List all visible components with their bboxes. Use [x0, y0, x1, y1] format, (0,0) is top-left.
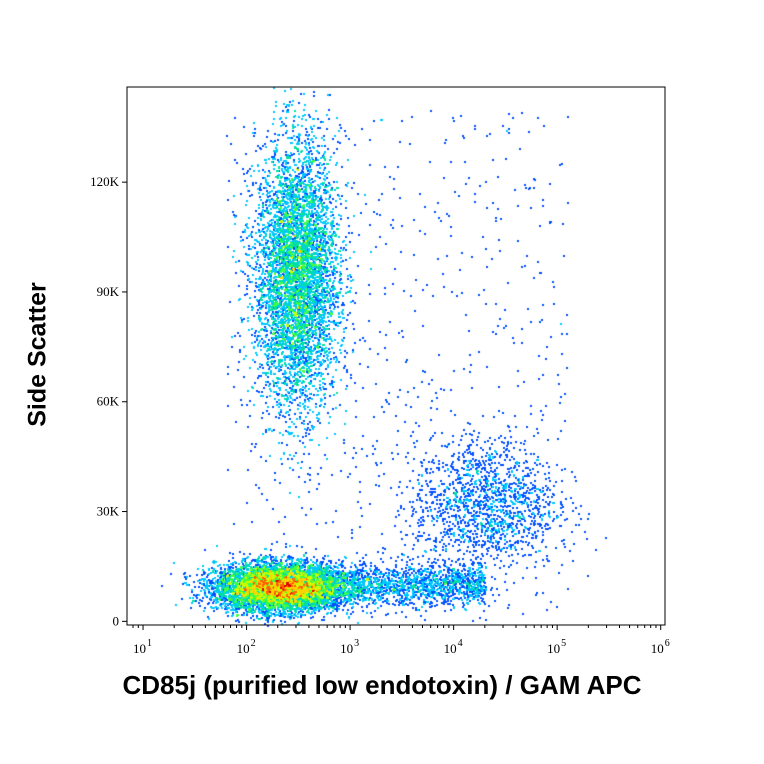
x-tick-exponent: 5: [561, 638, 566, 649]
x-tick-exponent: 1: [147, 638, 152, 649]
x-tick-exponent: 3: [354, 638, 359, 649]
y-tick-label: 90K: [97, 284, 120, 299]
x-axis-ticks: 10 1 10 2 10 3 10 4 10 5 10 6: [132, 625, 670, 656]
y-tick-label: 30K: [97, 504, 120, 519]
x-tick-label: 10: [133, 641, 146, 656]
y-axis-ticks: 0 30K 60K 90K 120K: [90, 174, 127, 628]
x-tick-exponent: 4: [458, 638, 463, 649]
y-tick-label: 120K: [90, 174, 120, 189]
y-axis-label: Side Scatter: [23, 282, 52, 427]
y-tick-label: 0: [113, 613, 120, 628]
x-tick-label: 10: [237, 641, 250, 656]
x-tick-label: 10: [444, 641, 457, 656]
plot-frame: [126, 86, 666, 626]
y-tick-label: 60K: [97, 394, 120, 409]
x-tick-label: 10: [340, 641, 353, 656]
x-axis-label: CD85j (purified low endotoxin) / GAM APC: [122, 670, 642, 700]
x-tick-label: 10: [547, 641, 560, 656]
x-tick-exponent: 6: [665, 638, 670, 649]
x-tick-label: 10: [651, 641, 664, 656]
x-tick-exponent: 2: [251, 638, 256, 649]
